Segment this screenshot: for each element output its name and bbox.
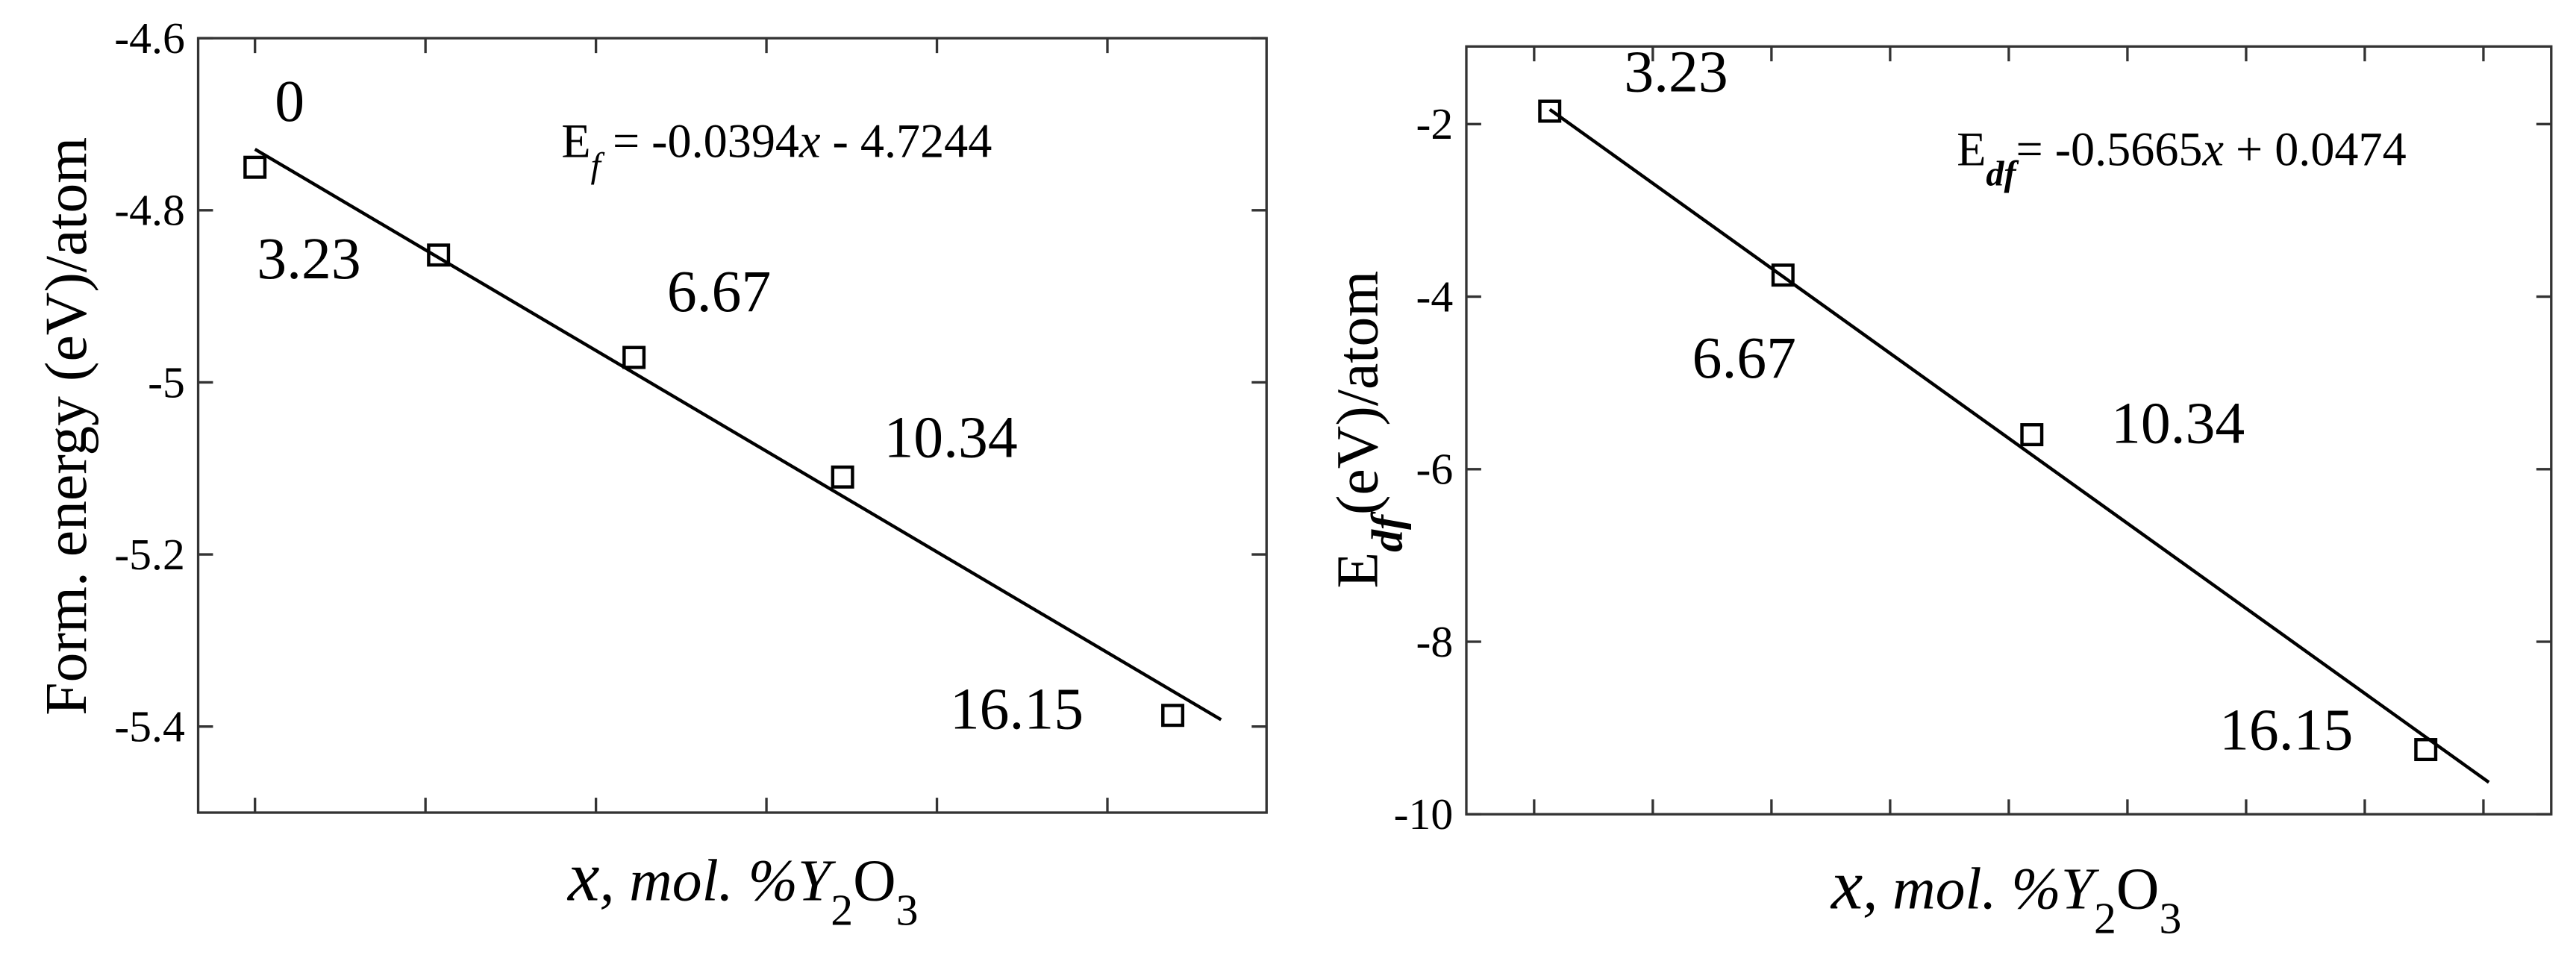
point [2020,423,2044,447]
fit-line [254,148,1222,722]
y-tick-label: -4 [1416,272,1454,321]
text-part: + 0.0474 [2224,123,2407,176]
y-tick-label: -5.4 [114,702,185,751]
text-part: df [1362,511,1411,552]
point [831,465,854,489]
text-part: = -0.5665 [2016,123,2202,176]
y-tick-label: -6 [1416,445,1454,494]
y-tick-label: -10 [1394,789,1454,839]
plot-frame [196,37,1268,814]
point-label: 16.15 [950,676,1084,742]
y-axis-label: Form. energy (eV)/atom [34,137,99,716]
annotation: Edf= -0.5665x + 0.0474 [1957,123,2406,194]
point [243,155,267,179]
point-label: 16.15 [2219,698,2353,763]
chart: -4.6 -4.8 -5 -5.2 -5.4 0 3.23 6.67 10.34 16.15 For… [34,13,1268,934]
text-part: x [566,836,599,916]
text-part: x [2201,123,2223,176]
text-part: = -0.0394 [601,115,799,168]
text-part: E [1957,123,1986,176]
point-label: 0 [275,69,304,134]
y-tick-label: -8 [1416,617,1454,666]
point-label: 6.67 [667,259,771,325]
annotation: Ef = -0.0394x - 4.7244 [561,115,992,186]
text-part: , mol. %Y [1863,856,2099,922]
text-part: x [1830,845,1863,924]
text-part: O [853,848,896,913]
text-part: - 4.7244 [820,115,992,168]
y-tick-label: -5.2 [114,530,185,579]
point-label: 10.34 [2111,391,2245,457]
text-part: 2 [831,885,853,934]
chart: -2-4-6-8-103.236.6710.3416.15Edf(eV)/ato… [1325,39,2553,942]
text-part: O [2116,856,2160,922]
text-part: 2 [2094,893,2116,942]
x-axis-label: x, mol. %Y2O3 [1830,845,2182,942]
point-label: 6.67 [1692,325,1796,391]
point-label: 3.23 [1624,39,1728,104]
text-part: , mol. %Y [599,848,836,913]
fit-line [1548,107,2490,784]
point-label: 10.34 [884,405,1017,471]
point [1161,704,1185,728]
text-part: 3 [896,885,919,934]
y-axis-label: Edf(eV)/atom [1325,271,1411,589]
y-tick-label: -2 [1416,99,1454,148]
y-tick-label: -4.6 [114,13,185,63]
x-axis-label: x, mol. %Y2O3 [566,836,919,934]
text-part: df [1986,154,2019,193]
text-part: x [798,115,820,168]
text-part: (eV)/atom [1325,271,1390,515]
text-part: 3 [2159,893,2181,942]
point [622,345,646,369]
y-tick-label: -4.8 [114,186,185,235]
text-part: E [1325,552,1390,589]
y-tick-label: -5 [148,357,185,407]
point-label: 3.23 [257,226,360,292]
text-part: E [561,115,590,168]
